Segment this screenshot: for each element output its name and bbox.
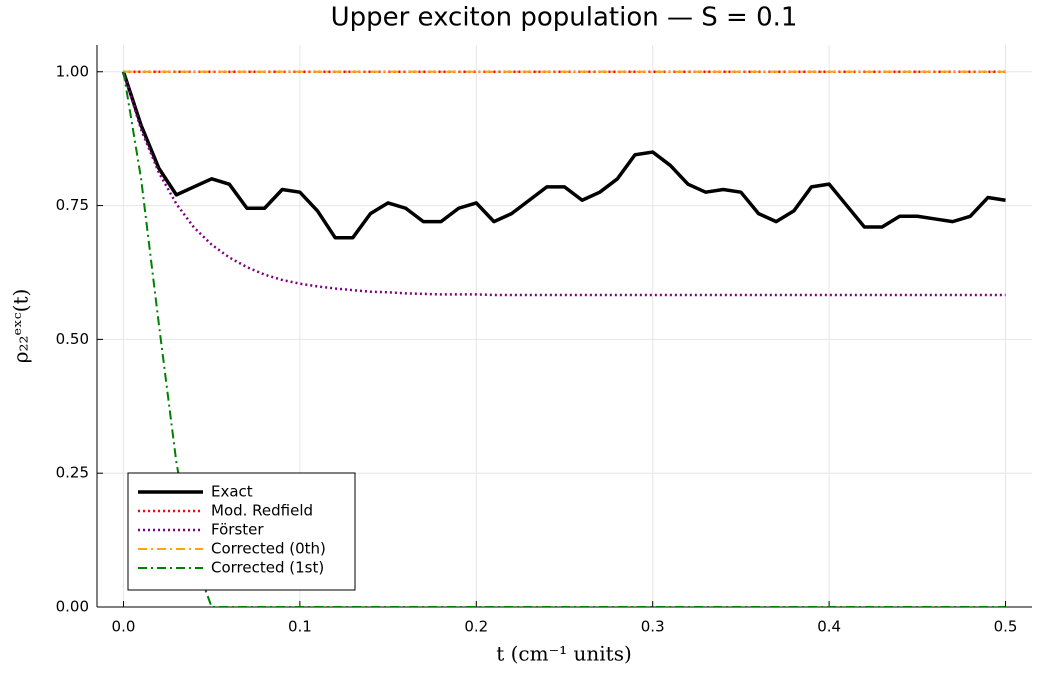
y-axis-label: ρ₂₂ᵉˣᶜ(t): [9, 289, 33, 364]
x-tick-label: 0.0: [112, 618, 136, 636]
y-tick-label: 0.00: [56, 598, 89, 616]
y-tick-label: 0.75: [56, 196, 89, 214]
series-line: [122, 71, 1006, 297]
y-tick-label: 0.25: [56, 464, 89, 482]
y-tick-label: 1.00: [56, 62, 89, 80]
x-tick-label: 0.1: [288, 618, 312, 636]
legend-label: Corrected (0th): [211, 540, 326, 558]
legend-label: Corrected (1st): [211, 559, 324, 577]
plot-area: [121, 70, 1006, 607]
x-tick-label: 0.5: [994, 618, 1018, 636]
legend-label: Förster: [211, 521, 264, 539]
x-tick-label: 0.4: [817, 618, 841, 636]
y-tick-label: 0.50: [56, 330, 89, 348]
x-tick-label: 0.3: [641, 618, 665, 636]
x-tick-label: 0.2: [464, 618, 488, 636]
x-axis-label: t (cm⁻¹ units): [496, 642, 632, 666]
legend-label: Exact: [211, 483, 253, 501]
series-line: [121, 71, 1006, 240]
chart-title: Upper exciton population — S = 0.1: [331, 3, 798, 33]
legend-label: Mod. Redfield: [211, 502, 313, 520]
